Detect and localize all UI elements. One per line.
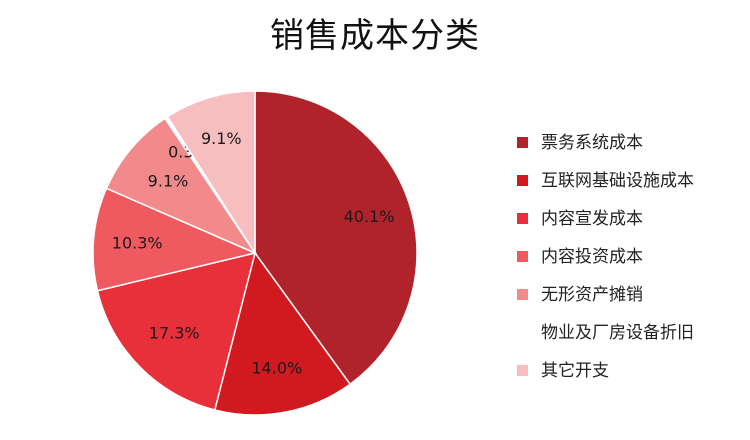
legend-item: 互联网基础设施成本	[517, 162, 742, 200]
pie-slice	[213, 251, 352, 416]
legend-label: 内容宣发成本	[541, 209, 643, 229]
legend-label: 票务系统成本	[541, 133, 643, 153]
legend-swatch	[517, 137, 528, 148]
pie-slice	[92, 187, 258, 292]
legend-item: 票务系统成本	[517, 124, 742, 162]
legend-item: 无形资产摊销	[517, 276, 742, 314]
legend-label: 互联网基础设施成本	[541, 171, 694, 191]
legend-label: 内容投资成本	[541, 247, 643, 267]
legend-label: 其它开支	[541, 361, 609, 381]
legend-item: 物业及厂房设备折旧	[517, 314, 742, 352]
legend-swatch	[517, 251, 528, 262]
legend-swatch	[517, 327, 528, 338]
legend-item: 其它开支	[517, 352, 742, 390]
legend-swatch	[517, 175, 528, 186]
pie-slice	[254, 90, 418, 386]
legend-swatch	[517, 289, 528, 300]
pie-slice	[105, 117, 258, 255]
legend-label: 无形资产摊销	[541, 285, 643, 305]
slice-data-label: 9.1%	[201, 129, 242, 148]
legend-label: 物业及厂房设备折旧	[541, 323, 694, 343]
slice-data-label: 10.3%	[112, 234, 163, 253]
legend-swatch	[517, 213, 528, 224]
legend: 票务系统成本互联网基础设施成本 内容宣发成本 内容投资成本 无形资产摊销物业及厂房设备…	[517, 124, 742, 390]
chart-title: 销售成本分类	[270, 16, 480, 56]
pie-slice	[166, 90, 256, 256]
slice-data-label: 17.3%	[149, 324, 200, 343]
legend-item: 内容宣发成本	[517, 200, 742, 238]
slice-data-label: 14.0%	[251, 359, 302, 378]
legend-swatch	[517, 365, 528, 376]
slice-data-label: 40.1%	[344, 207, 395, 226]
legend-item: 内容投资成本	[517, 238, 742, 276]
pie-slice	[96, 251, 257, 411]
slice-data-label: 9.1%	[148, 171, 189, 190]
